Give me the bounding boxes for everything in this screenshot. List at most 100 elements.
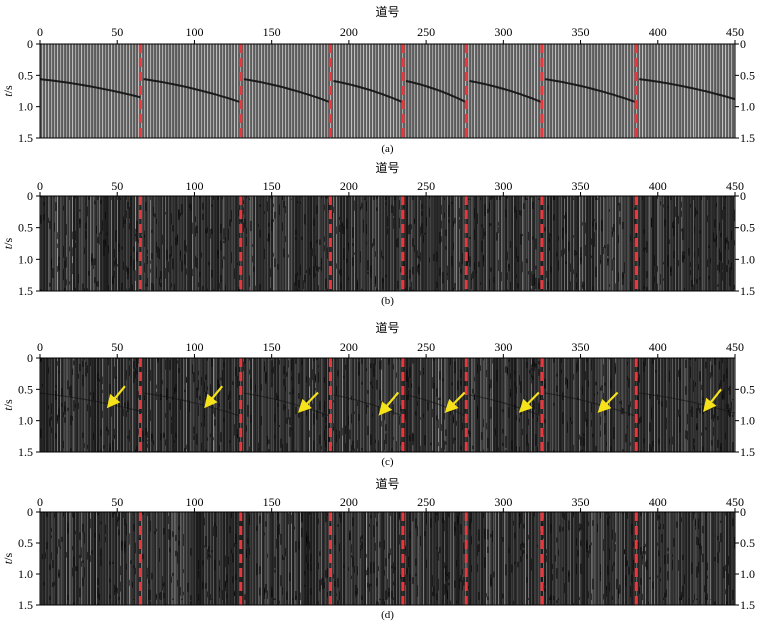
panel-d-ytick-label-right-3: 1.5 [740,598,755,612]
panel-a-event-0 [39,78,141,99]
panel-c-xtick-label-100: 100 [185,340,203,354]
panel-b-ylabel: t/s [1,238,15,250]
panel-d-xtick-label-450: 450 [726,495,744,509]
panel-a-ytick-label-right-3: 1.5 [740,131,755,145]
panel-a-ytick-label-left-3: 1.5 [18,131,33,145]
panel-c-xlabel: 道号 [375,321,399,335]
panel-b-ylabel-unit: /s [1,238,15,246]
panel-b-ytick-label-right-2: 1.0 [740,252,755,266]
panel-a-caption: (a) [381,143,394,155]
panel-c-event-2 [243,392,331,417]
panel-a-ytick-label-right-2: 1.0 [740,100,755,114]
panel-c-arrow-0 [106,385,126,409]
panel-d-xtick-label-250: 250 [417,495,435,509]
panel-a-xlabel: 道号 [375,5,399,19]
panel-d-ytick-label-right-1: 0.5 [740,536,755,550]
panel-c-ytick-label-left-3: 1.5 [18,445,33,459]
panel-b-xlabel: 道号 [375,161,399,175]
panels: 道号0 50 100 150 200 250 300 350 400 45000.51.01.50… [1,5,755,621]
panel-c-frame [39,357,736,453]
panel-c-xtick-label-250: 250 [417,340,435,354]
panel-d-xtick-label-150: 150 [263,495,281,509]
panel-a-xtick-label-350: 350 [572,25,590,39]
panel-a-seismic-image [40,44,735,138]
panel-b-xtick-label-50: 50 [111,179,123,193]
panel-b-xtick-label-100: 100 [185,179,203,193]
panel-c-event-7 [639,392,736,414]
panel-b-ytick-label-left-1: 0.5 [18,221,33,235]
panel-a-ylabel: t/s [1,85,15,97]
panel-c-xtick-label-450: 450 [726,340,744,354]
panel-c-ytick-label-right-1: 1.0 [740,414,755,428]
panel-c-xtick-label-0: 0 [37,340,43,354]
panel-c-ylabel: t/s [1,399,15,411]
panel-b-caption: (b) [381,295,394,307]
panel-a-event-2 [243,78,331,104]
panel-b-xtick-label-250: 250 [417,179,435,193]
panel-b-xtick-label-450: 450 [726,179,744,193]
panel-d-ytick-label-left-1: 0.5 [18,536,33,550]
panel-a-ytick-label-left-1: 0.5 [18,68,33,82]
panel-c-ytick-label-left-2: 1.0 [18,414,33,428]
panel-d-xtick-label-200: 200 [340,495,358,509]
panel-c: 道号 0 50 100 150 200 250 300 350 400 450 0 0.5 1.0 1.5 0… [1,321,755,468]
panel-c-xtick-label-400: 400 [649,340,667,354]
panel-a-frame [39,43,736,139]
panel-b-ytick-label-left-2: 1.0 [18,252,33,266]
panel-b: 道号0 50 100 150 200 250 300 350 400 45000.51.01.50… [1,161,755,307]
panel-d-ylabel: t/s [1,553,15,565]
panel-a-xtick-label-400: 400 [649,25,667,39]
panel-c-xtick-label-150: 150 [263,340,281,354]
panel-a-ytick-label-right-1: 0.5 [740,68,755,82]
panel-a-ylabel-var: t [1,93,15,97]
panel-a-xtick-label-150: 150 [263,25,281,39]
panel-c-arrow-4 [444,391,466,413]
panel-d: 道号0 50 100 150 200 250 300 350 400 45000.51.01.50… [1,477,755,621]
panel-a-xtick-label-50: 50 [111,25,123,39]
panel-a-xtick-label-300: 300 [494,25,512,39]
panel-d-ytick-label-left-3: 1.5 [18,598,33,612]
panel-c-arrow-7 [703,388,722,413]
panel-d-frame [39,511,736,606]
panel-a-xtick-label-0: 0 [37,25,43,39]
panel-c-xtick-label-200: 200 [340,340,358,354]
panel-a-xtick-label-100: 100 [185,25,203,39]
panel-b-xtick-label-150: 150 [263,179,281,193]
panel-c-caption: (c) [381,456,394,468]
panel-c-arrow-1 [204,385,224,409]
panel-a-event-6 [544,78,637,104]
panel-c-ylabel-unit: /s [1,399,15,407]
panel-a-xtick-label-200: 200 [340,25,358,39]
panel-b-xtick-label-0: 0 [37,179,43,193]
panel-a-xtick-label-450: 450 [726,25,744,39]
panel-c-xtick-label-300: 300 [494,340,512,354]
panel-a-xtick-label-250: 250 [417,25,435,39]
panel-b-seismic-image [40,196,735,291]
panel-c-event-0 [39,392,141,412]
panel-c-arrow-5 [518,391,540,413]
panel-c-xtick-label-350: 350 [572,340,590,354]
panel-a-event-7 [639,78,736,101]
panel-b-xtick-label-400: 400 [649,179,667,193]
panel-b-ylabel-var: t [1,245,15,249]
panel-d-ytick-label-left-0: 0 [27,505,33,519]
panel-b-ytick-label-left-3: 1.5 [18,284,33,298]
panel-a-event-4 [405,80,467,104]
panel-c-arrow-3 [378,391,400,416]
panel-d-ytick-label-right-0: 0 [740,505,746,519]
panel-d-xtick-label-50: 50 [111,495,123,509]
panel-a: 道号0 50 100 150 200 250 300 350 400 45000.51.01.50… [1,5,755,155]
panel-d-caption: (d) [381,609,394,621]
panel-a-ytick-label-right-0: 0 [740,37,746,51]
panel-d-ylabel-var: t [1,560,15,564]
panel-c-ytick-label-right-0: 0.5 [740,382,755,396]
panel-c-ytick-label-right-2: 1.5 [740,445,755,459]
panel-d-xlabel: 道号 [375,477,399,491]
panel-c-ytick-label-left-1: 0.5 [18,382,33,396]
panel-d-ytick-label-right-2: 1.0 [740,567,755,581]
panel-d-xtick-label-400: 400 [649,495,667,509]
panel-d-xtick-label-0: 0 [37,495,43,509]
panel-a-ytick-label-left-2: 1.0 [18,100,33,114]
panel-b-ytick-label-right-1: 0.5 [740,221,755,235]
